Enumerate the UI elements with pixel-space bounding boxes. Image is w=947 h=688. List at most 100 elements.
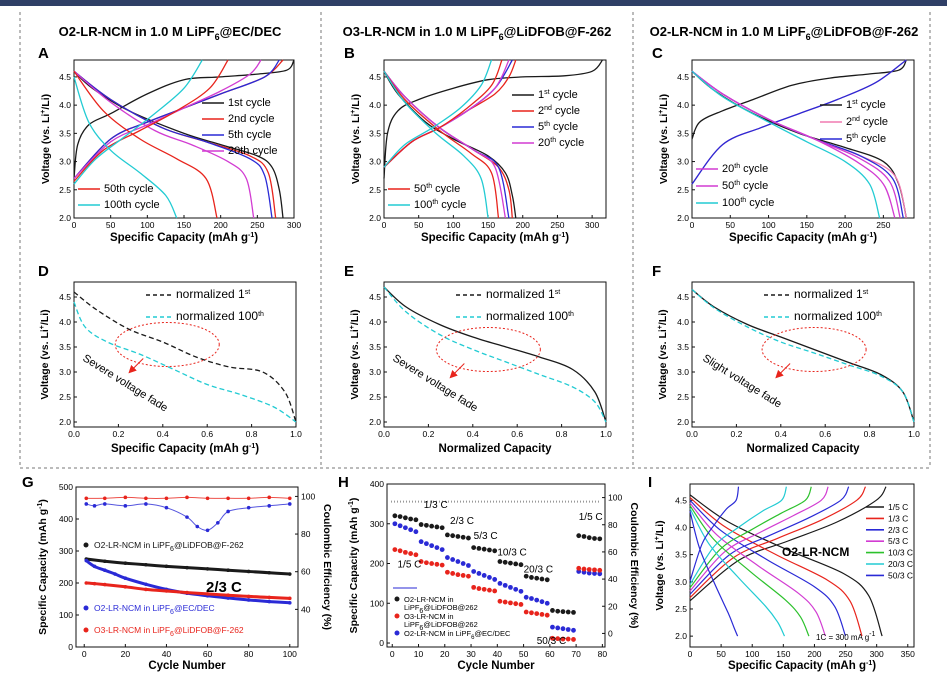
legend-entry: 100th cycle	[104, 199, 160, 211]
panel-letter: H	[338, 474, 349, 491]
series-marker	[408, 551, 414, 556]
legend-entry: 10/3 C	[888, 548, 913, 558]
series-marker	[429, 523, 435, 529]
legend-entry: O2-LR-NCM in LiPF6@EC/DEC	[94, 603, 215, 616]
plot-frame	[386, 483, 606, 648]
legend-entry: 50/3 C	[888, 570, 913, 580]
x-tick-label: 0.0	[686, 429, 698, 439]
x-tick-label: 0	[390, 649, 395, 659]
highlight-ellipse	[114, 322, 220, 367]
series-marker	[246, 598, 251, 602]
y-tick-label: 400	[59, 514, 73, 524]
series-marker	[529, 610, 534, 616]
panel-letter: I	[648, 474, 652, 491]
series-marker	[471, 569, 477, 574]
rate-label: 50/3 C	[537, 636, 566, 647]
y-tick-label: 3.0	[59, 367, 71, 377]
series-marker	[413, 517, 419, 523]
series-line	[689, 505, 810, 637]
y-tick-label: 3.5	[677, 128, 689, 138]
y-tick-label: 3.5	[675, 550, 687, 560]
series-marker	[144, 582, 148, 587]
series-marker	[246, 569, 251, 574]
y2-axis-label: Coulombic Efficiency (%)	[628, 502, 640, 628]
series-marker	[518, 602, 524, 607]
x-tick-label: 0.8	[246, 429, 258, 439]
x-tick-label: 350	[901, 649, 915, 659]
series-marker	[267, 504, 272, 508]
series-marker	[523, 594, 529, 600]
x-axis-label: Specific Capacity (mAh g-1)	[729, 232, 877, 244]
series-marker	[471, 584, 477, 590]
series-marker	[185, 590, 189, 595]
rate-label: 2/3 C	[450, 516, 474, 527]
x-tick-label: 1.0	[290, 429, 302, 439]
series-marker	[418, 559, 424, 564]
rate-label: 1/5 C	[398, 559, 422, 570]
series-line	[689, 486, 867, 599]
series-marker	[466, 573, 471, 579]
series-marker	[487, 587, 492, 593]
series-marker	[513, 586, 519, 592]
y2-tick-label: 100	[608, 493, 622, 503]
legend-entry: normalized 1st	[794, 287, 868, 301]
x-tick-label: 50	[716, 649, 726, 659]
legend-entry: normalized 100th	[176, 309, 264, 323]
series-marker	[513, 561, 519, 567]
legend-marker	[394, 613, 400, 619]
series-marker	[476, 586, 482, 591]
y-tick-label: 2.0	[675, 631, 687, 641]
series-marker	[92, 581, 97, 586]
y2-axis-label: Coulombic Efficiency (%)	[321, 504, 333, 630]
y-tick-label: 400	[370, 479, 384, 489]
series-line	[73, 291, 297, 423]
series-line	[689, 486, 829, 592]
x-tick-label: 50	[519, 649, 529, 659]
series-marker	[597, 567, 603, 573]
y-tick-label: 4.5	[369, 72, 381, 82]
y-tick-label: 3.0	[677, 367, 689, 377]
series-marker	[102, 559, 107, 564]
series-line	[689, 511, 739, 637]
y-axis-label: Voltage (vs. Li+/Li)	[349, 309, 361, 399]
x-tick-label: 0	[72, 220, 77, 230]
y-tick-label: 2.5	[59, 392, 71, 402]
legend-entry: 100th cycle	[414, 199, 466, 211]
series-line	[73, 59, 295, 179]
y-tick-label: 3.5	[677, 342, 689, 352]
series-line	[73, 70, 255, 219]
y-axis-label: Voltage (vs. Li+/Li)	[657, 309, 669, 399]
chart-panel-E: E 0.0 0.2 0.4 0.6 0.8 1.0 2.0 2.5 3.0 3.5 4.0 4.5 Nor…	[344, 263, 612, 455]
plot-frame	[383, 281, 607, 428]
series-line	[73, 301, 297, 423]
legend-entry: O2-LR-NCM in LiPF6@EC/DEC	[404, 629, 511, 641]
annotation: Severe voltage fade	[390, 352, 479, 414]
series-marker	[476, 571, 482, 576]
series-marker	[544, 577, 550, 583]
series-line	[383, 70, 489, 219]
rate-label: 5/3 C	[474, 531, 498, 542]
x-tick-label: 250	[250, 220, 264, 230]
x-tick-label: 200	[838, 220, 852, 230]
legend-entry: 2nd cycle	[538, 105, 580, 117]
x-tick-label: 150	[800, 220, 814, 230]
x-tick-label: 0	[82, 649, 87, 659]
y-tick-label: 3.5	[369, 128, 381, 138]
rate-label: 10/3 C	[497, 548, 526, 559]
x-axis-label: Specific Capacity (mAh g-1)	[728, 660, 876, 672]
series-marker	[466, 535, 471, 541]
note: 1C = 300 mA g-1	[816, 631, 875, 642]
series-marker	[408, 527, 414, 533]
series-marker	[164, 505, 169, 510]
series-marker	[123, 576, 128, 580]
series-marker	[523, 573, 529, 579]
rate-label: 1/3 C	[424, 500, 448, 511]
y-tick-label: 4.0	[369, 317, 381, 327]
x-tick-label: 300	[870, 649, 884, 659]
top-rule	[0, 0, 947, 6]
series-line	[383, 286, 607, 423]
legend-entry: O2-LR-NCM in LiPF6@LiDFOB@F-262	[94, 540, 244, 553]
series-marker	[397, 523, 403, 529]
series-marker	[497, 559, 503, 564]
series-marker	[534, 575, 540, 581]
